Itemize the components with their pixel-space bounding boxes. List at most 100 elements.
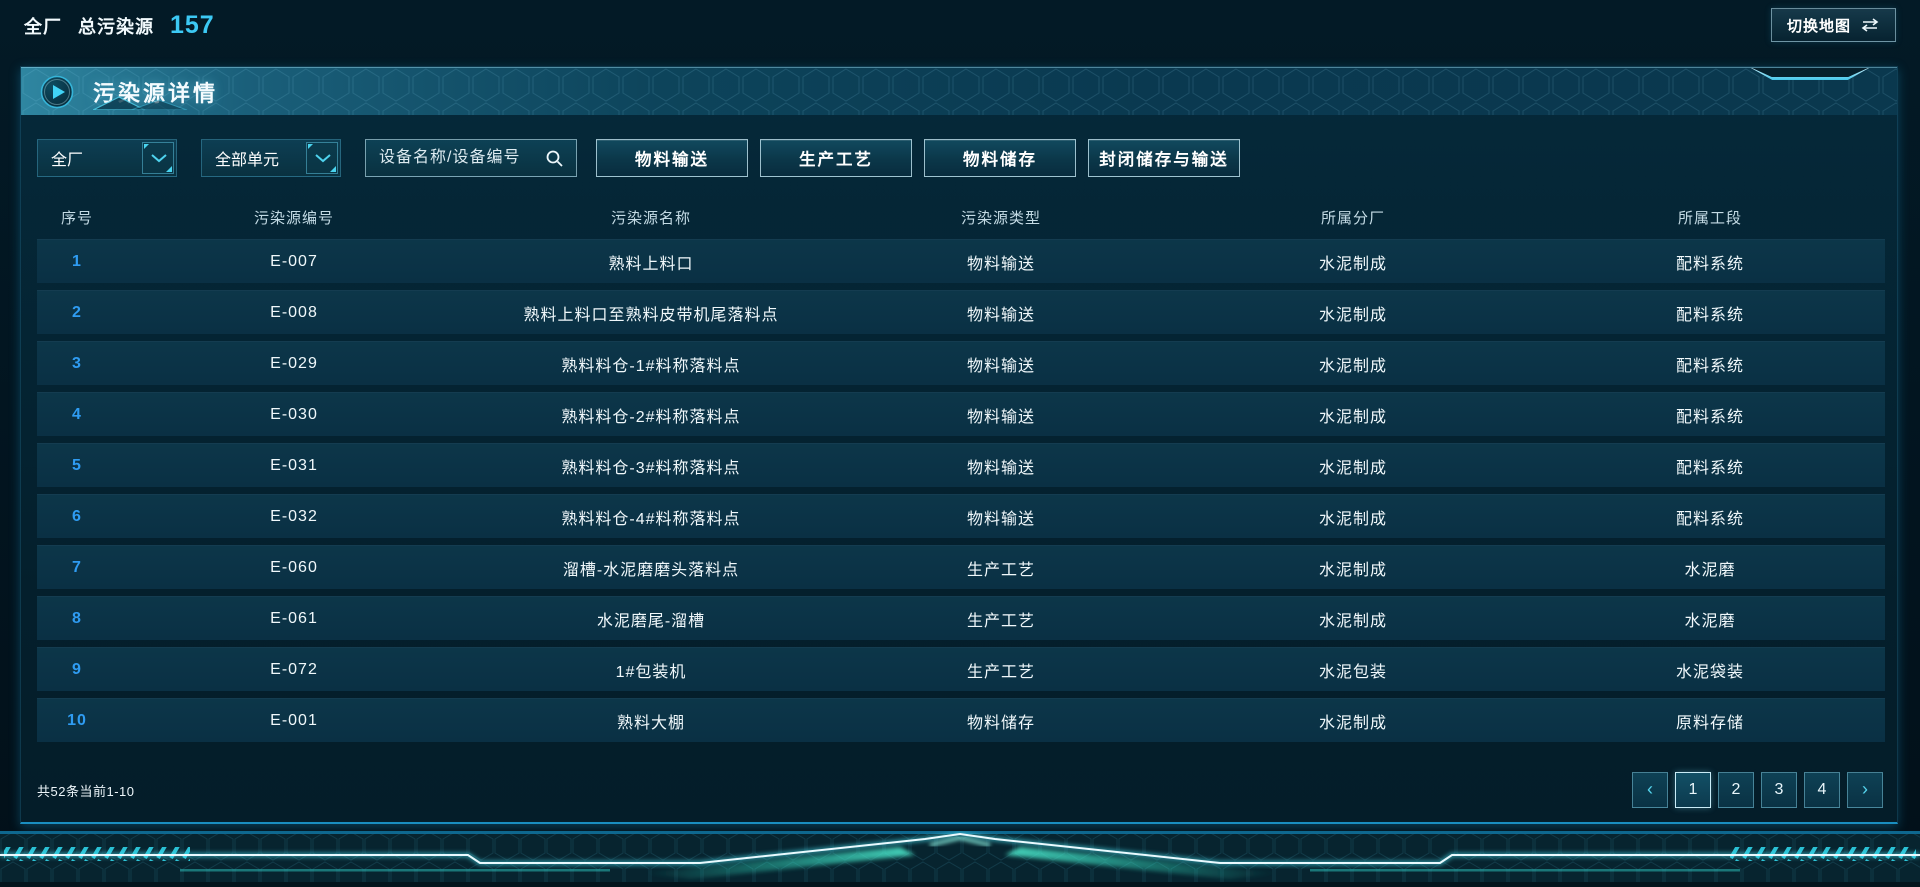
page-button[interactable]: 1 bbox=[1675, 772, 1711, 808]
panel-header: 污染源详情 bbox=[21, 67, 1897, 115]
table-row[interactable]: 1 E-007 熟料上料口 物料输送 水泥制成 配料系统 bbox=[37, 239, 1885, 283]
type-filter-button[interactable]: 物料输送 bbox=[596, 139, 748, 177]
header-notch-decoration bbox=[1751, 68, 1869, 80]
cell-factory: 水泥制成 bbox=[1318, 510, 1387, 528]
cell-source-type: 生产工艺 bbox=[966, 663, 1035, 681]
type-filter-button[interactable]: 物料储存 bbox=[924, 139, 1076, 177]
play-icon bbox=[39, 74, 75, 110]
cell-section: 原料存储 bbox=[1675, 714, 1744, 732]
plant-dropdown[interactable]: 全厂 bbox=[37, 139, 177, 177]
table-row[interactable]: 2 E-008 熟料上料口至熟料皮带机尾落料点 物料输送 水泥制成 配料系统 bbox=[37, 290, 1885, 334]
column-header: 所属工段 bbox=[1677, 209, 1742, 227]
cell-factory: 水泥制成 bbox=[1318, 306, 1387, 324]
cell-factory: 水泥制成 bbox=[1318, 459, 1387, 477]
table-row[interactable]: 6 E-032 熟料料仓-4#料称落料点 物料输送 水泥制成 配料系统 bbox=[37, 494, 1885, 538]
column-header: 所属分厂 bbox=[1320, 209, 1385, 227]
cell-source-code: E-072 bbox=[270, 660, 318, 678]
cell-index: 9 bbox=[72, 660, 82, 678]
table-row[interactable]: 4 E-030 熟料料仓-2#料称落料点 物料输送 水泥制成 配料系统 bbox=[37, 392, 1885, 436]
chevron-down-icon bbox=[306, 142, 338, 174]
type-filter-buttons: 物料输送 生产工艺 物料储存 封闭储存与输送 bbox=[596, 139, 1240, 177]
page-button[interactable]: 2 bbox=[1718, 772, 1754, 808]
topbar: 全厂 总污染源 157 切换地图 bbox=[0, 0, 1920, 50]
next-page-button[interactable]: › bbox=[1847, 772, 1883, 808]
total-pollution-summary: 全厂 总污染源 157 bbox=[24, 11, 215, 40]
hexagon-pattern-decoration bbox=[21, 68, 1897, 115]
cell-section: 配料系统 bbox=[1675, 459, 1744, 477]
cell-source-name: 熟料大棚 bbox=[616, 714, 685, 732]
cell-section: 水泥磨 bbox=[1684, 561, 1736, 579]
column-header: 污染源类型 bbox=[960, 209, 1041, 227]
cell-source-name: 熟料上料口至熟料皮带机尾落料点 bbox=[523, 306, 779, 324]
cell-factory: 水泥包装 bbox=[1318, 663, 1387, 681]
table-row[interactable]: 8 E-061 水泥磨尾-溜槽 生产工艺 水泥制成 水泥磨 bbox=[37, 596, 1885, 640]
footer-decoration bbox=[0, 831, 1920, 887]
page-button[interactable]: 3 bbox=[1761, 772, 1797, 808]
cell-index: 4 bbox=[72, 405, 82, 423]
type-filter-button[interactable]: 封闭储存与输送 bbox=[1088, 139, 1240, 177]
page-button[interactable]: 4 bbox=[1804, 772, 1840, 808]
cell-source-code: E-060 bbox=[270, 558, 318, 576]
cell-index: 3 bbox=[72, 354, 82, 372]
plant-dropdown-value: 全厂 bbox=[51, 152, 84, 169]
cell-index: 6 bbox=[72, 507, 82, 525]
table-row[interactable]: 7 E-060 溜槽-水泥磨磨头落料点 生产工艺 水泥制成 水泥磨 bbox=[37, 545, 1885, 589]
cell-source-type: 物料输送 bbox=[966, 408, 1035, 426]
cell-section: 水泥磨 bbox=[1684, 612, 1736, 630]
cell-source-type: 物料输送 bbox=[966, 357, 1035, 375]
cell-index: 10 bbox=[67, 711, 87, 729]
cell-source-name: 熟料料仓-4#料称落料点 bbox=[561, 510, 741, 528]
table-row[interactable]: 3 E-029 熟料料仓-1#料称落料点 物料输送 水泥制成 配料系统 bbox=[37, 341, 1885, 385]
table-row[interactable]: 5 E-031 熟料料仓-3#料称落料点 物料输送 水泥制成 配料系统 bbox=[37, 443, 1885, 487]
cell-factory: 水泥制成 bbox=[1318, 408, 1387, 426]
column-header: 污染源编号 bbox=[253, 209, 334, 227]
total-pollution-label: 总污染源 bbox=[78, 16, 154, 37]
cell-section: 配料系统 bbox=[1675, 306, 1744, 324]
type-filter-button[interactable]: 生产工艺 bbox=[760, 139, 912, 177]
cell-source-code: E-030 bbox=[270, 405, 318, 423]
cell-factory: 水泥制成 bbox=[1318, 612, 1387, 630]
cell-index: 1 bbox=[72, 252, 82, 270]
cell-factory: 水泥制成 bbox=[1318, 255, 1387, 273]
cell-source-code: E-001 bbox=[270, 711, 318, 729]
total-pollution-count: 157 bbox=[170, 10, 215, 39]
column-header: 序号 bbox=[60, 209, 93, 227]
cell-section: 水泥袋装 bbox=[1675, 663, 1744, 681]
cell-source-code: E-008 bbox=[270, 303, 318, 321]
unit-dropdown[interactable]: 全部单元 bbox=[201, 139, 341, 177]
switch-map-label: 切换地图 bbox=[1786, 17, 1851, 35]
cell-source-type: 生产工艺 bbox=[966, 612, 1035, 630]
column-header: 污染源名称 bbox=[610, 209, 691, 227]
cell-index: 7 bbox=[72, 558, 82, 576]
cell-source-name: 熟料料仓-3#料称落料点 bbox=[561, 459, 741, 477]
cell-source-type: 物料储存 bbox=[966, 714, 1035, 732]
plant-scope-label: 全厂 bbox=[24, 16, 62, 37]
search-icon[interactable] bbox=[545, 149, 564, 168]
device-search-box bbox=[365, 139, 577, 177]
cell-factory: 水泥制成 bbox=[1318, 561, 1387, 579]
cell-source-type: 生产工艺 bbox=[966, 561, 1035, 579]
table-row[interactable]: 9 E-072 1#包装机 生产工艺 水泥包装 水泥袋装 bbox=[37, 647, 1885, 691]
cell-source-type: 物料输送 bbox=[966, 510, 1035, 528]
cell-source-name: 熟料上料口 bbox=[608, 255, 694, 273]
cell-source-code: E-031 bbox=[270, 456, 318, 474]
table-body: 1 E-007 熟料上料口 物料输送 水泥制成 配料系统 2 E-008 熟料上… bbox=[37, 239, 1885, 749]
device-search-input[interactable] bbox=[366, 140, 536, 176]
table-row[interactable]: 10 E-001 熟料大棚 物料储存 水泥制成 原料存储 bbox=[37, 698, 1885, 742]
pollution-detail-panel: 污染源详情 全厂 全部单元 bbox=[20, 66, 1898, 824]
cell-source-name: 熟料料仓-2#料称落料点 bbox=[561, 408, 741, 426]
cell-index: 5 bbox=[72, 456, 82, 474]
swap-arrows-icon bbox=[1860, 18, 1880, 32]
table-header: 序号 污染源编号 污染源名称 污染源类型 所属分厂 所属工段 bbox=[37, 201, 1885, 233]
prev-page-button[interactable]: ‹ bbox=[1632, 772, 1668, 808]
unit-dropdown-value: 全部单元 bbox=[215, 152, 280, 169]
cell-source-type: 物料输送 bbox=[966, 459, 1035, 477]
cell-source-name: 溜槽-水泥磨磨头落料点 bbox=[562, 561, 740, 579]
record-summary: 共52条当前1-10 bbox=[37, 783, 135, 799]
switch-map-button[interactable]: 切换地图 bbox=[1770, 8, 1896, 42]
cell-factory: 水泥制成 bbox=[1318, 714, 1387, 732]
